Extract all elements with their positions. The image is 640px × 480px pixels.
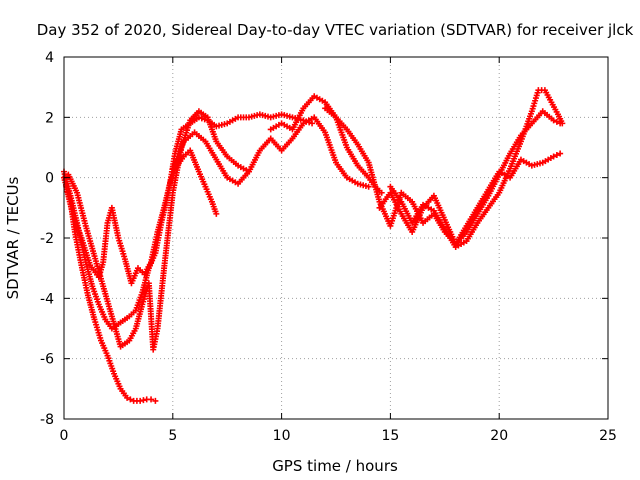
x-tick-label: 20 [490,428,508,444]
data-point [557,150,564,157]
axes: 0 5 10 15 20 25 -8 -6 -4 -2 0 2 4 [40,50,617,444]
data-point [553,152,560,159]
y-tick-label: -2 [40,231,54,247]
series-track-3 [63,147,220,287]
x-axis-title: GPS time / hours [272,457,398,475]
data-point [550,153,557,160]
y-tick-label: -8 [40,412,54,428]
y-tick-label: 2 [45,110,54,126]
x-tick-label: 0 [60,428,69,444]
chart-title: Day 352 of 2020, Sidereal Day-to-day VTE… [37,21,634,39]
y-tick-label: 0 [45,171,54,187]
data-point [365,183,372,190]
data-point [195,114,202,121]
grid [64,57,608,419]
x-tick-label: 25 [599,428,617,444]
data-marks [61,87,566,404]
series-track-4 [65,108,252,353]
data-point [198,115,205,122]
data-point [550,117,557,124]
data-point [213,210,220,217]
data-point [148,396,155,403]
x-tick-label: 5 [168,428,177,444]
y-tick-label: -4 [40,291,54,307]
series-track-9 [387,87,566,251]
data-point [152,397,159,404]
y-tick-label: 4 [45,50,54,66]
y-axis-title: SDTVAR / TECUs [4,176,22,299]
y-tick-label: -6 [40,352,54,368]
x-tick-label: 10 [273,428,291,444]
data-point [127,396,134,403]
x-tick-label: 15 [381,428,399,444]
data-point [124,394,131,401]
series-track-5 [169,114,372,190]
data-point [559,120,566,127]
